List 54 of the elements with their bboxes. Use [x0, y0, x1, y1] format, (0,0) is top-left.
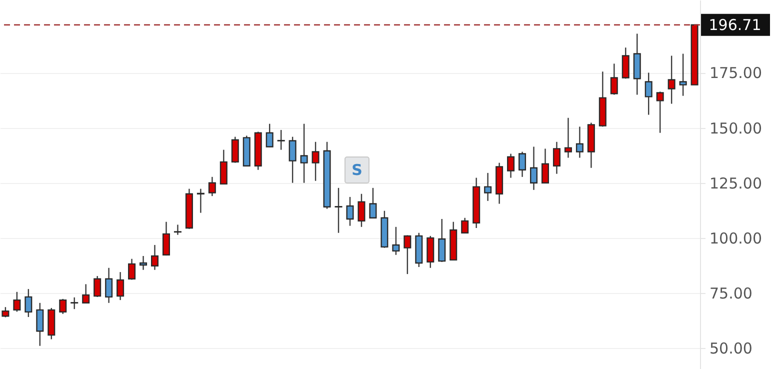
candlestick: [507, 153, 515, 178]
candlestick: [358, 193, 366, 228]
candlestick: [644, 72, 652, 116]
y-tick-label: 75.00: [710, 284, 752, 302]
candlestick: [36, 302, 44, 346]
candlestick: [346, 196, 354, 226]
candlestick: [128, 258, 136, 280]
candlestick: [208, 176, 216, 197]
candlestick: [552, 141, 560, 174]
candlestick: [116, 271, 124, 301]
candlestick: [24, 288, 32, 318]
candlestick: [174, 224, 182, 236]
candlestick: [668, 55, 676, 104]
annotation: S: [352, 161, 362, 179]
candlestick: [576, 126, 584, 158]
y-tick-label: 50.00: [710, 340, 752, 358]
candlestick: [484, 172, 492, 202]
candlestick: [105, 267, 113, 304]
candlestick: [151, 244, 159, 270]
candlestick: [530, 146, 538, 190]
candlestick: [622, 46, 630, 80]
candlestick: [679, 53, 687, 96]
candlestick: [312, 141, 320, 182]
candlestick: [2, 306, 10, 318]
candlestick: [656, 91, 664, 134]
candlestick: [140, 255, 148, 270]
y-tick-label: 100.00: [710, 229, 762, 248]
candlestick: [541, 148, 549, 184]
candlestick: [231, 136, 239, 164]
candlestick: [300, 123, 308, 184]
candlestick: [610, 63, 618, 96]
ref-line-label: 196.71: [708, 16, 762, 34]
candlestick: [461, 217, 469, 234]
candlestick: [277, 129, 285, 150]
candlestick: [13, 291, 21, 312]
y-tick-label: 175.00: [710, 64, 762, 82]
candlestick: [82, 284, 90, 304]
candlestick: [266, 123, 274, 148]
candlestick: [392, 226, 400, 256]
candlestick: [70, 296, 78, 310]
candlestick: [288, 136, 296, 184]
candlestick: [196, 188, 204, 214]
candlestick: [438, 218, 446, 263]
candlestick: [162, 221, 170, 256]
candlestick: [369, 187, 377, 219]
candlestick: [518, 151, 526, 178]
candlestick: [94, 275, 102, 298]
candlestick: [404, 234, 412, 275]
candlestick: [59, 298, 67, 315]
candlestick: [564, 117, 572, 158]
candlestick: [334, 187, 342, 234]
y-tick-label: 125.00: [710, 174, 762, 192]
y-tick-label: 150.00: [710, 119, 762, 138]
candlestick: [220, 149, 228, 185]
